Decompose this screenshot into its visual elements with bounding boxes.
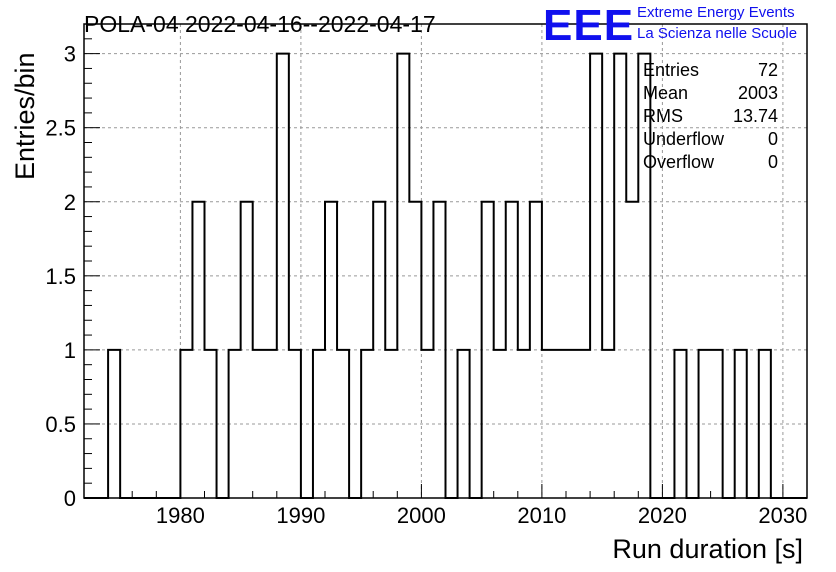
x-tick-label: 1990 [276, 503, 325, 528]
stat-value-overflow: 0 [767, 152, 778, 172]
stat-value-rms: 13.74 [732, 106, 778, 126]
stat-label-entries: Entries [643, 60, 700, 80]
y-tick-label: 2.5 [45, 116, 76, 141]
stat-label-overflow: Overflow [643, 152, 715, 172]
stat-value-entries: 72 [757, 60, 778, 80]
x-tick-label: 2000 [397, 503, 446, 528]
x-tick-label: 2010 [517, 503, 566, 528]
x-tick-label: 2030 [758, 503, 807, 528]
y-tick-label: 1 [64, 338, 76, 363]
stat-value-underflow: 0 [767, 129, 778, 149]
logo-line-1: Extreme Energy Events [637, 4, 795, 21]
x-tick-label: 1980 [156, 503, 205, 528]
y-tick-label: 2 [64, 190, 76, 215]
axis-tick-labels: 1980 1990 2000 2010 2020 2030 0 0.5 1 1.5 2 2.5 3 [45, 42, 807, 528]
y-tick-label: 1.5 [45, 264, 76, 289]
y-axis-label: Entries/bin [10, 52, 40, 180]
stat-label-mean: Mean [643, 83, 689, 103]
y-tick-label: 0.5 [45, 412, 76, 437]
stat-label-rms: RMS [643, 106, 683, 126]
histogram-series [84, 52, 807, 499]
stat-label-underflow: Underflow [643, 129, 725, 149]
logo-line-2: La Scienza nelle Scuole [637, 25, 798, 42]
chart-title: POLA-04 2022-04-16--2022-04-17 [84, 11, 436, 37]
axis-ticks [83, 23, 808, 499]
logo-mark: EEE [543, 1, 635, 50]
stat-value-mean: 2003 [737, 83, 778, 103]
y-tick-label: 0 [64, 486, 76, 511]
x-tick-label: 2020 [638, 503, 687, 528]
y-tick-label: 3 [64, 42, 76, 67]
x-axis-label: Run duration [s] [612, 534, 803, 564]
